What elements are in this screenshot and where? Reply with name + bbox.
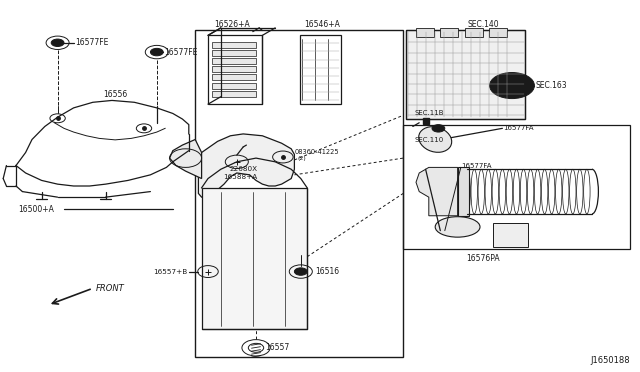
Text: 16556: 16556 [104,90,128,99]
Bar [212,42,256,48]
Text: SEC.140: SEC.140 [467,20,499,29]
Bar [458,167,469,216]
Circle shape [51,39,64,46]
Circle shape [490,73,534,99]
Bar [212,50,256,56]
Text: 16557+B: 16557+B [153,269,188,275]
Bar [212,58,256,64]
Text: SEC.11B: SEC.11B [415,110,444,116]
Polygon shape [416,167,458,216]
Text: 08360-41225: 08360-41225 [294,149,339,155]
Text: 16588+A: 16588+A [223,174,257,180]
Bar [300,35,341,104]
Bar [489,28,507,37]
Bar [406,30,525,119]
Bar [202,188,307,329]
Text: 16576PA: 16576PA [467,254,500,263]
Bar [212,66,256,72]
Bar [208,35,262,104]
Bar [212,83,256,89]
Bar [195,30,403,357]
Text: 16577FA: 16577FA [504,125,534,131]
Text: 16516: 16516 [315,267,339,276]
Bar [406,30,525,119]
Text: 16577FA: 16577FA [461,163,492,169]
Text: SEC.110: SEC.110 [415,137,444,142]
Circle shape [294,268,307,275]
Text: (2): (2) [298,155,307,161]
Text: 16546+A: 16546+A [304,20,340,29]
Text: 16557: 16557 [266,343,290,352]
Text: 22680X: 22680X [229,166,257,172]
Bar [212,74,256,80]
Circle shape [150,48,163,56]
Ellipse shape [435,217,480,237]
Polygon shape [170,140,202,179]
Bar [440,28,458,37]
Bar [465,28,483,37]
Bar [212,91,256,97]
Text: FRONT: FRONT [96,284,125,293]
Circle shape [432,125,445,132]
Text: 16500+A: 16500+A [19,205,54,214]
Bar [403,125,630,249]
Text: SEC.163: SEC.163 [536,81,567,90]
Text: 16526+A: 16526+A [214,20,250,29]
Bar [493,223,528,247]
Text: J1650188: J1650188 [591,356,630,365]
Ellipse shape [419,127,452,152]
Bar [416,28,434,37]
Text: 16577FE: 16577FE [75,38,108,47]
Polygon shape [198,134,294,197]
Text: 16577FE: 16577FE [164,48,198,57]
